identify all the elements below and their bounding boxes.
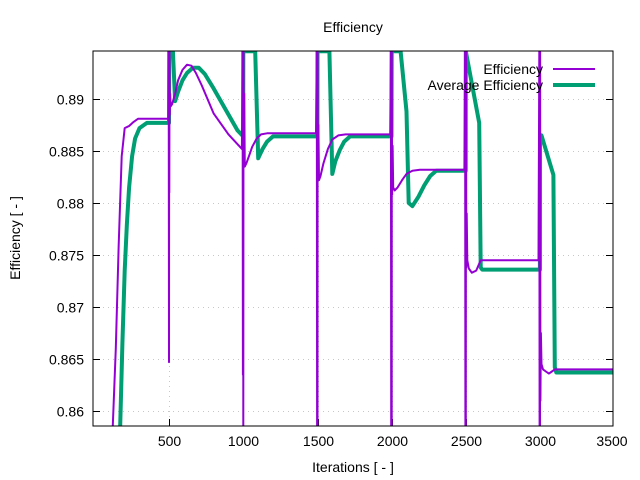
y-tick-label: 0.89 <box>57 92 84 108</box>
y-tick-label: 0.865 <box>49 352 84 368</box>
series <box>111 51 613 426</box>
y-tick-label: 0.875 <box>49 248 84 264</box>
y-tick-label: 0.885 <box>49 144 84 160</box>
x-tick-label: 3500 <box>596 433 627 449</box>
x-tick-label: 2500 <box>451 433 482 449</box>
x-tick-label: 3000 <box>525 433 556 449</box>
y-tick-label: 0.87 <box>57 300 84 316</box>
grid <box>93 51 613 426</box>
x-tick-label: 1000 <box>228 433 259 449</box>
plot-border <box>92 50 614 427</box>
y-axis-label: Efficiency [ - ] <box>7 196 23 280</box>
y-tick-label: 0.86 <box>57 404 84 420</box>
legend-label: Average Efficiency <box>428 77 543 93</box>
x-tick-label: 1500 <box>303 433 334 449</box>
chart-title: Efficiency <box>323 19 383 35</box>
legend-label: Efficiency <box>483 61 543 77</box>
x-tick-label: 500 <box>158 433 182 449</box>
x-axis-label: Iterations [ - ] <box>312 459 394 475</box>
x-tick-label: 2000 <box>377 433 408 449</box>
y-tick-label: 0.88 <box>57 196 84 212</box>
ticks: 0.86 0.865 0.87 0.875 0.88 0.885 0.89 500 1000 15… <box>49 51 628 449</box>
series-line-efficiency <box>111 51 613 426</box>
